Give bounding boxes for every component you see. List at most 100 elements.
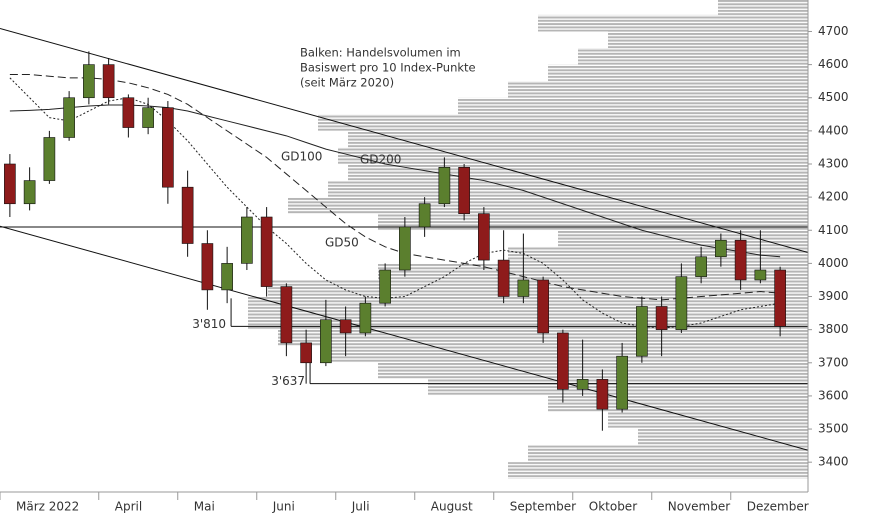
candle-body xyxy=(23,180,36,205)
candle-body xyxy=(537,279,549,334)
y-tick-label: 3700 xyxy=(818,355,849,369)
moving-average xyxy=(9,77,781,329)
candle-body xyxy=(102,64,115,99)
volume-bar xyxy=(378,213,808,231)
candle-body xyxy=(715,239,727,258)
x-tick-label: Juni xyxy=(272,500,295,514)
note-line: (seit März 2020) xyxy=(300,76,394,90)
note-line: Balken: Handelsvolumen im xyxy=(300,46,461,60)
volume-bar xyxy=(338,147,808,164)
candle-body xyxy=(478,213,490,261)
candle-body xyxy=(655,306,668,330)
candle-body xyxy=(320,319,332,364)
candle-body xyxy=(162,107,174,188)
volume-bar xyxy=(378,362,808,380)
candle-body xyxy=(260,216,273,287)
moving-average xyxy=(9,74,781,301)
y-tick-label: 4300 xyxy=(818,157,849,171)
candle-body xyxy=(339,319,352,334)
x-tick-label: September xyxy=(510,500,576,514)
candle-body xyxy=(241,216,253,264)
candle-body xyxy=(63,97,75,138)
ma-label: GD100 xyxy=(281,150,322,164)
candle-body xyxy=(300,342,312,364)
x-tick-label: Juli xyxy=(351,500,370,514)
candle-body xyxy=(596,379,609,410)
volume-bar xyxy=(548,395,808,413)
y-tick-label: 4100 xyxy=(818,223,849,237)
candle-body xyxy=(695,256,707,277)
candle-body xyxy=(636,306,648,357)
volume-bar xyxy=(248,313,808,330)
x-tick-label: November xyxy=(668,500,730,514)
y-tick-label: 3400 xyxy=(818,455,849,469)
volume-bar xyxy=(348,164,808,181)
trendline xyxy=(0,225,809,451)
ma-label: GD200 xyxy=(360,153,401,167)
volume-bar xyxy=(328,180,808,198)
y-tick-label: 4000 xyxy=(818,256,849,270)
ma-label: GD50 xyxy=(325,236,359,250)
candle-body xyxy=(83,64,95,99)
candle-body xyxy=(399,226,411,271)
volume-bar xyxy=(288,197,808,214)
level-label: 3'637 xyxy=(271,374,305,388)
y-tick-label: 4700 xyxy=(818,24,849,38)
candle-body xyxy=(43,137,56,181)
candle-body xyxy=(201,243,214,291)
volume-bar xyxy=(318,114,808,131)
candle-body xyxy=(359,302,372,334)
volume-bar xyxy=(348,130,808,148)
volume-bar xyxy=(508,81,808,98)
volume-bar xyxy=(638,429,808,446)
candle-body xyxy=(616,355,628,410)
candle-body xyxy=(517,279,530,297)
y-tick-label: 3900 xyxy=(818,289,849,303)
candle-body xyxy=(576,379,589,390)
candle-body xyxy=(754,269,767,281)
y-tick-label: 4400 xyxy=(818,123,849,137)
y-tick-label: 4200 xyxy=(818,190,849,204)
candle-body xyxy=(557,332,569,390)
candle-body xyxy=(142,107,154,128)
x-tick-label: Dezember xyxy=(747,500,809,514)
y-tick-label: 3600 xyxy=(818,388,849,402)
volume-bar xyxy=(558,230,808,247)
candle-body xyxy=(675,276,688,330)
candle-body xyxy=(4,163,16,205)
candle-body xyxy=(497,259,510,297)
volume-bar xyxy=(608,31,808,49)
x-tick-label: Oktober xyxy=(589,500,637,514)
volume-bar xyxy=(528,445,808,463)
candle-body xyxy=(181,186,194,244)
candle-body xyxy=(221,263,233,291)
candle-body xyxy=(438,167,451,205)
candle-body xyxy=(774,269,786,327)
note-line: Basiswert pro 10 Index-Punkte xyxy=(300,61,476,75)
volume-bar xyxy=(548,64,808,82)
x-tick-label: März 2022 xyxy=(16,500,79,514)
volume-bar xyxy=(248,296,808,314)
trendline xyxy=(0,28,809,253)
y-tick-label: 3500 xyxy=(818,422,849,436)
volume-bar xyxy=(538,14,808,32)
candle-body xyxy=(122,97,135,128)
candle-body xyxy=(418,203,431,228)
moving-average xyxy=(9,104,781,258)
candle-body xyxy=(379,269,391,304)
volume-bar xyxy=(458,97,808,115)
x-tick-label: April xyxy=(115,500,142,514)
candle-body xyxy=(280,286,293,344)
x-tick-label: Mai xyxy=(194,500,215,514)
volume-bar xyxy=(578,48,808,65)
candle-body xyxy=(458,167,470,214)
level-label: 3'810 xyxy=(192,317,226,331)
y-tick-label: 4500 xyxy=(818,90,849,104)
y-tick-label: 4600 xyxy=(818,57,849,71)
volume-bar xyxy=(508,462,808,479)
volume-bar xyxy=(718,0,808,15)
x-tick-label: August xyxy=(431,500,473,514)
candle-body xyxy=(734,239,747,281)
volume-bar xyxy=(608,412,808,430)
